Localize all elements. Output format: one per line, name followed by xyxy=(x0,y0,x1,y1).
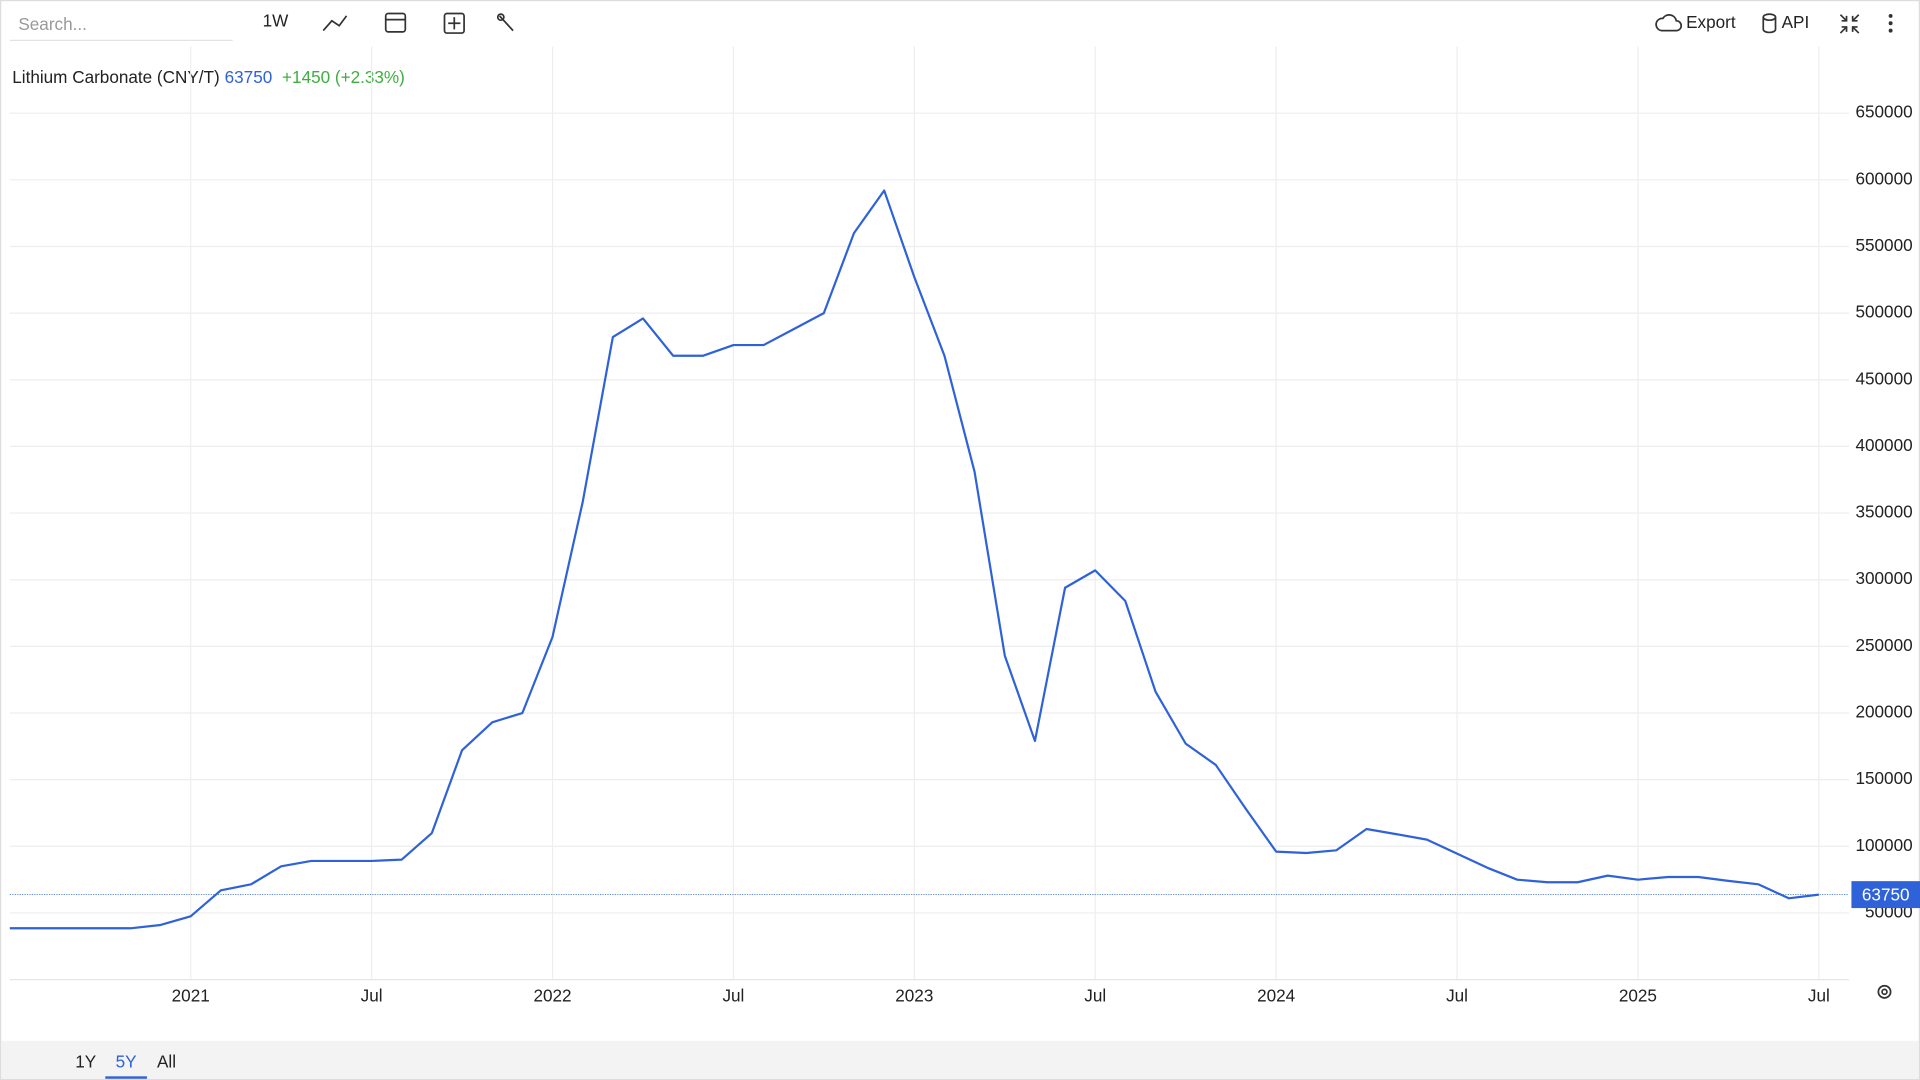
tools-button[interactable] xyxy=(496,13,514,32)
series-title: Lithium Carbonate (CNY/T) xyxy=(12,67,219,87)
x-tick-label: Jul xyxy=(361,985,383,1005)
x-tick-label: 2021 xyxy=(172,985,210,1005)
y-tick-label: 550000 xyxy=(1855,235,1912,255)
x-tick-label: Jul xyxy=(722,985,744,1005)
range-button[interactable]: 5Y xyxy=(116,1051,138,1071)
settings-button[interactable] xyxy=(1877,984,1892,999)
chart-type-button[interactable] xyxy=(322,15,348,32)
price-line xyxy=(9,189,1819,930)
x-tick-label: 2024 xyxy=(1257,985,1296,1005)
range-buttons: 1Y 5Y All xyxy=(75,1051,176,1079)
y-tick-label: 300000 xyxy=(1855,568,1912,588)
api-label: API xyxy=(1782,12,1810,32)
last-value-label: 63750 xyxy=(1862,884,1910,904)
y-tick-label: 350000 xyxy=(1855,502,1912,522)
compare-button[interactable] xyxy=(443,12,465,34)
x-tick-label: Jul xyxy=(1808,985,1830,1005)
y-tick-label: 150000 xyxy=(1855,768,1912,788)
interval-button[interactable]: 1W xyxy=(263,11,290,31)
x-tick-label: Jul xyxy=(1446,985,1468,1005)
y-tick-label: 400000 xyxy=(1855,435,1912,455)
y-tick-label: 100000 xyxy=(1855,835,1912,855)
toolbar: Search... 1W Export API xyxy=(9,11,1893,42)
change: +1450 (+2.33%) xyxy=(282,67,405,87)
y-tick-label: 200000 xyxy=(1855,702,1912,722)
y-tick-label: 250000 xyxy=(1855,635,1912,655)
last-value: 63750 xyxy=(225,67,273,87)
range-button[interactable]: 1Y xyxy=(75,1051,97,1071)
export-label: Export xyxy=(1686,12,1736,32)
calendar-button[interactable] xyxy=(384,12,407,33)
x-tick-label: 2023 xyxy=(895,985,933,1005)
range-button[interactable]: All xyxy=(157,1051,176,1071)
search-box[interactable]: Search... xyxy=(18,14,87,34)
last-value-badge xyxy=(1851,881,1920,909)
range-bar xyxy=(1,1040,1919,1079)
api-button[interactable]: API xyxy=(1762,12,1810,34)
y-tick-label: 600000 xyxy=(1855,168,1912,188)
x-tick-label: Jul xyxy=(1084,985,1106,1005)
export-button[interactable]: Export xyxy=(1655,12,1736,32)
x-tick-label: 2022 xyxy=(533,985,571,1005)
y-tick-label: 650000 xyxy=(1855,102,1912,122)
y-tick-label: 450000 xyxy=(1855,368,1912,388)
y-tick-label: 500000 xyxy=(1855,302,1912,322)
range-active-underline xyxy=(105,1076,147,1079)
fullscreen-button[interactable] xyxy=(1839,14,1860,34)
menu-button[interactable] xyxy=(1888,13,1893,33)
x-tick-label: 2025 xyxy=(1619,985,1657,1005)
